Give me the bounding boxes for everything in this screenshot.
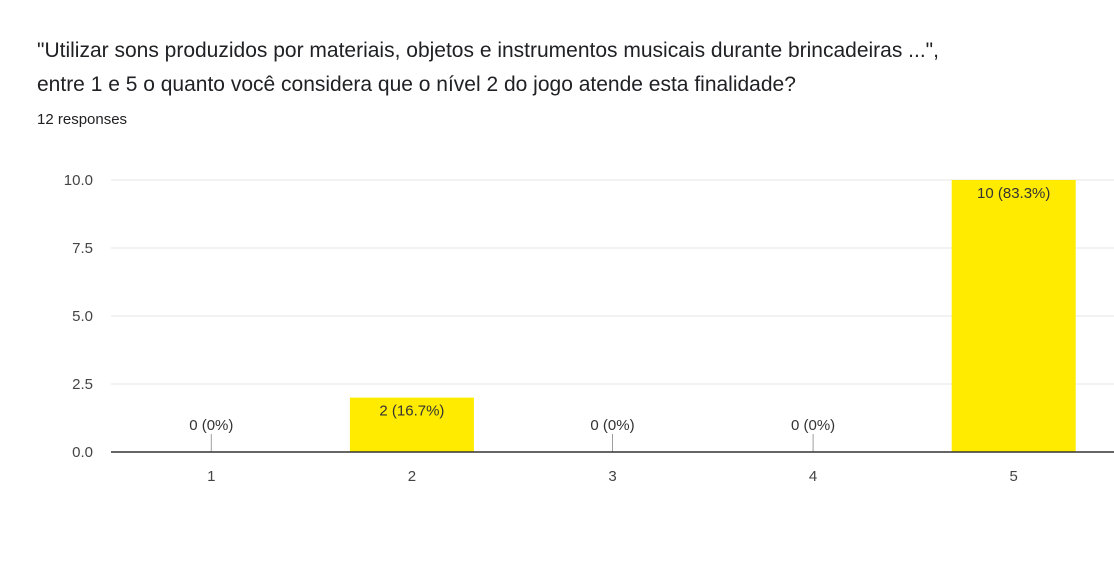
response-count: 12 responses bbox=[37, 111, 128, 128]
data-label: 0 (0%) bbox=[189, 417, 233, 434]
data-label: 10 (83.3%) bbox=[977, 185, 1050, 202]
x-tick-label: 2 bbox=[408, 468, 416, 485]
bar bbox=[951, 180, 1076, 452]
question-title-line-2: entre 1 e 5 o quanto você considera que … bbox=[37, 73, 796, 96]
question-title-line-1: "Utilizar sons produzidos por materiais,… bbox=[37, 39, 939, 62]
y-tick-label: 10.0 bbox=[64, 172, 93, 189]
y-tick-label: 2.5 bbox=[72, 376, 93, 393]
x-tick-label: 3 bbox=[608, 468, 616, 485]
data-label: 2 (16.7%) bbox=[379, 403, 444, 420]
y-tick-label: 5.0 bbox=[72, 308, 93, 325]
y-tick-label: 7.5 bbox=[72, 240, 93, 257]
x-tick-label: 1 bbox=[207, 468, 215, 485]
question-title: "Utilizar sons produzidos por materiais,… bbox=[37, 34, 1097, 102]
data-label: 0 (0%) bbox=[590, 417, 634, 434]
y-tick-label: 0.0 bbox=[72, 444, 93, 461]
data-label: 0 (0%) bbox=[791, 417, 835, 434]
x-tick-label: 5 bbox=[1010, 468, 1018, 485]
bar bbox=[349, 397, 474, 452]
x-tick-label: 4 bbox=[809, 468, 817, 485]
